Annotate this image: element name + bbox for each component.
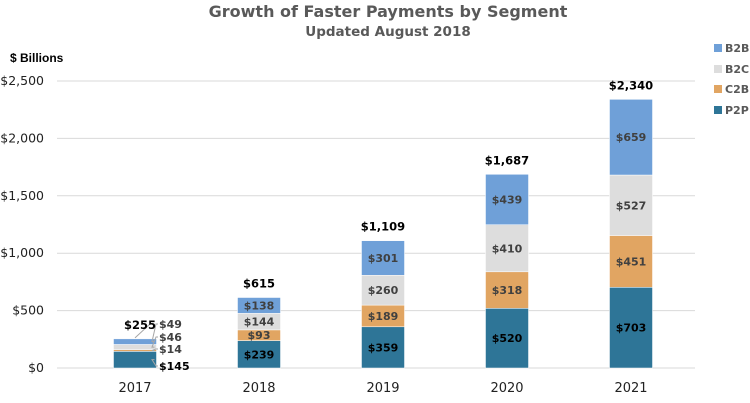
x-tick-label-2018: 2018 bbox=[242, 381, 275, 396]
segment-label-p2p-2021: $703 bbox=[616, 322, 647, 335]
segment-label-c2b-2018: $93 bbox=[248, 329, 271, 342]
legend-label-p2p: P2P bbox=[725, 104, 749, 117]
segment-label-b2b-2019: $301 bbox=[368, 252, 399, 265]
bar-segment-b2b-2017 bbox=[113, 338, 157, 345]
bar-segment-c2b-2021 bbox=[609, 235, 653, 288]
legend-swatch-p2p bbox=[714, 106, 722, 114]
total-label-2017: $255 bbox=[124, 318, 156, 332]
x-tick-label-2019: 2019 bbox=[366, 381, 399, 396]
y-tick-label: $2,500 bbox=[0, 73, 44, 88]
bar-segment-b2b-2020 bbox=[485, 174, 529, 225]
x-axis-ticks: 2017 2018 2019 2020 2021 bbox=[118, 381, 647, 396]
segment-label-c2b-2021: $451 bbox=[616, 255, 647, 268]
segment-label-p2p-2019: $359 bbox=[368, 341, 399, 354]
leader-line bbox=[134, 323, 151, 339]
bar-segment-p2p-2017 bbox=[113, 351, 157, 369]
leader-line bbox=[151, 359, 158, 367]
segment-label-p2p-2017: $145 bbox=[159, 360, 190, 373]
segment-label-p2p-2020: $520 bbox=[492, 332, 523, 345]
segment-label-c2b-2019: $189 bbox=[368, 310, 399, 323]
y-tick-label: $1,500 bbox=[0, 188, 44, 203]
y-tick-label: $500 bbox=[12, 303, 44, 318]
total-label-2020: $1,687 bbox=[485, 153, 529, 167]
bar-segment-p2p-2019 bbox=[361, 326, 405, 369]
segment-label-b2b-2020: $439 bbox=[492, 194, 523, 207]
bar-segment-b2b-2019 bbox=[361, 240, 405, 276]
segment-label-c2b-2017: $14 bbox=[159, 343, 182, 356]
legend-swatch-b2c bbox=[714, 65, 722, 73]
legend: B2B B2C C2B P2P bbox=[714, 42, 749, 117]
y-tick-label: $2,000 bbox=[0, 130, 44, 145]
x-tick-label-2020: 2020 bbox=[490, 381, 523, 396]
y-tick-label: $0 bbox=[28, 360, 44, 375]
chart-title: Growth of Faster Payments by Segment bbox=[209, 2, 568, 21]
y-axis-ticks: $0 $500 $1,000 $1,500 $2,000 $2,500 bbox=[0, 73, 44, 375]
bar-segment-c2b-2020 bbox=[485, 271, 529, 309]
bar-segment-b2b-2018 bbox=[237, 297, 281, 314]
segment-label-b2c-2017: $46 bbox=[159, 331, 182, 344]
bars: $145 $14$46$49$255 $239 $93$144 $138 $615 $359… bbox=[113, 78, 653, 373]
segment-label-b2c-2021: $527 bbox=[616, 199, 647, 212]
legend-label-c2b: C2B bbox=[725, 83, 749, 96]
y-tick-label: $1,000 bbox=[0, 245, 44, 260]
leader-line bbox=[151, 348, 158, 352]
chart-subtitle: Updated August 2018 bbox=[305, 24, 470, 40]
legend-swatch-b2b bbox=[714, 44, 722, 52]
segment-label-b2b-2018: $138 bbox=[244, 299, 275, 312]
segment-label-p2p-2018: $239 bbox=[244, 348, 275, 361]
segment-label-c2b-2020: $318 bbox=[492, 284, 523, 297]
x-tick-label-2021: 2021 bbox=[614, 381, 647, 396]
bar-segment-p2p-2020 bbox=[485, 308, 529, 369]
bar-segment-p2p-2021 bbox=[609, 287, 653, 369]
bar-segment-p2p-2018 bbox=[237, 340, 281, 369]
x-tick-label-2017: 2017 bbox=[118, 381, 151, 396]
segment-label-b2b-2021: $659 bbox=[616, 131, 647, 144]
y-axis-label: $ Billions bbox=[10, 51, 64, 65]
segment-label-b2c-2019: $260 bbox=[368, 284, 399, 297]
bar-segment-b2c-2021 bbox=[609, 174, 653, 236]
bar-segment-b2c-2020 bbox=[485, 224, 529, 273]
bar-segment-b2c-2019 bbox=[361, 274, 405, 306]
total-label-2019: $1,109 bbox=[361, 220, 405, 234]
total-label-2018: $615 bbox=[243, 277, 275, 291]
bar-segment-b2b-2021 bbox=[609, 99, 653, 176]
legend-label-b2c: B2C bbox=[725, 63, 749, 76]
segment-label-b2c-2020: $410 bbox=[492, 242, 523, 255]
total-label-2021: $2,340 bbox=[609, 78, 653, 92]
segment-label-b2b-2017: $49 bbox=[159, 318, 182, 331]
legend-swatch-c2b bbox=[714, 85, 722, 93]
leader-line bbox=[151, 323, 158, 343]
legend-label-b2b: B2B bbox=[725, 42, 749, 55]
segment-label-b2c-2018: $144 bbox=[244, 316, 275, 329]
bar-segment-b2c-2017 bbox=[113, 344, 157, 350]
